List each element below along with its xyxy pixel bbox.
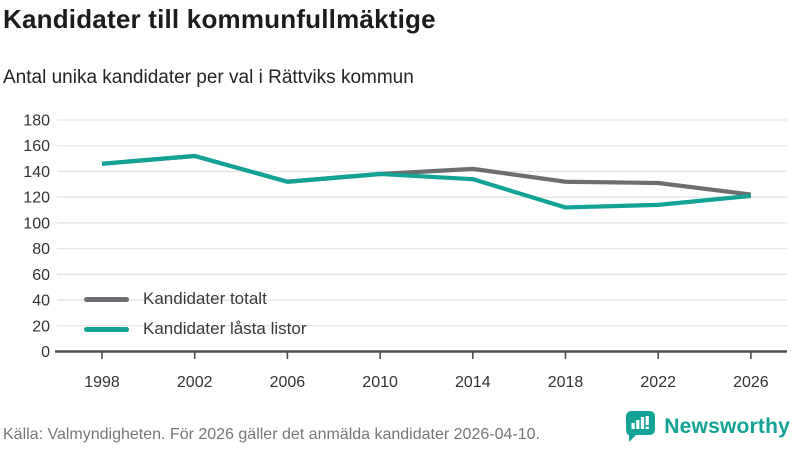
svg-text:2006: 2006	[270, 374, 306, 391]
svg-text:2002: 2002	[177, 374, 213, 391]
svg-text:2018: 2018	[548, 374, 584, 391]
svg-text:120: 120	[23, 190, 50, 207]
chart-subtitle: Antal unika kandidater per val i Rättvik…	[3, 67, 414, 88]
series-line-1	[101, 153, 752, 210]
y-axis-labels: 0 20 40 60 80 100 120 140 160 180	[23, 113, 50, 362]
svg-text:40: 40	[32, 293, 50, 310]
svg-text:60: 60	[32, 267, 50, 284]
svg-text:80: 80	[32, 241, 50, 258]
legend-item-lasta-listor: Kandidater låsta listor	[84, 314, 306, 344]
newsworthy-logo-text: Newsworthy	[664, 414, 790, 438]
x-axis-ticks	[101, 352, 752, 359]
legend-label-totalt: Kandidater totalt	[143, 289, 267, 308]
legend-swatch-totalt	[84, 296, 129, 302]
newsworthy-logo-icon	[626, 411, 656, 442]
chart-legend: Kandidater totalt Kandidater låsta listo…	[84, 284, 306, 344]
newsworthy-logo[interactable]: Newsworthy	[625, 410, 790, 443]
svg-text:2026: 2026	[733, 374, 769, 391]
svg-text:2010: 2010	[362, 374, 398, 391]
legend-swatch-lasta-listor	[84, 326, 129, 332]
svg-text:2022: 2022	[640, 374, 676, 391]
svg-text:160: 160	[23, 138, 50, 155]
svg-text:180: 180	[23, 113, 50, 130]
svg-text:0: 0	[41, 344, 50, 361]
svg-text:1998: 1998	[84, 374, 120, 391]
source-note: Källa: Valmyndigheten. För 2026 gäller d…	[3, 426, 540, 443]
legend-item-totalt: Kandidater totalt	[84, 284, 306, 314]
svg-text:100: 100	[23, 215, 50, 232]
x-axis-labels: 1998 2002 2006 2010 2014 2018 2022 2026	[84, 374, 769, 391]
chart-title: Kandidater till kommunfullmäktige	[3, 4, 436, 34]
legend-label-lasta-listor: Kandidater låsta listor	[143, 319, 307, 338]
svg-text:2014: 2014	[455, 374, 491, 391]
svg-text:140: 140	[23, 164, 50, 181]
svg-text:20: 20	[32, 318, 50, 335]
